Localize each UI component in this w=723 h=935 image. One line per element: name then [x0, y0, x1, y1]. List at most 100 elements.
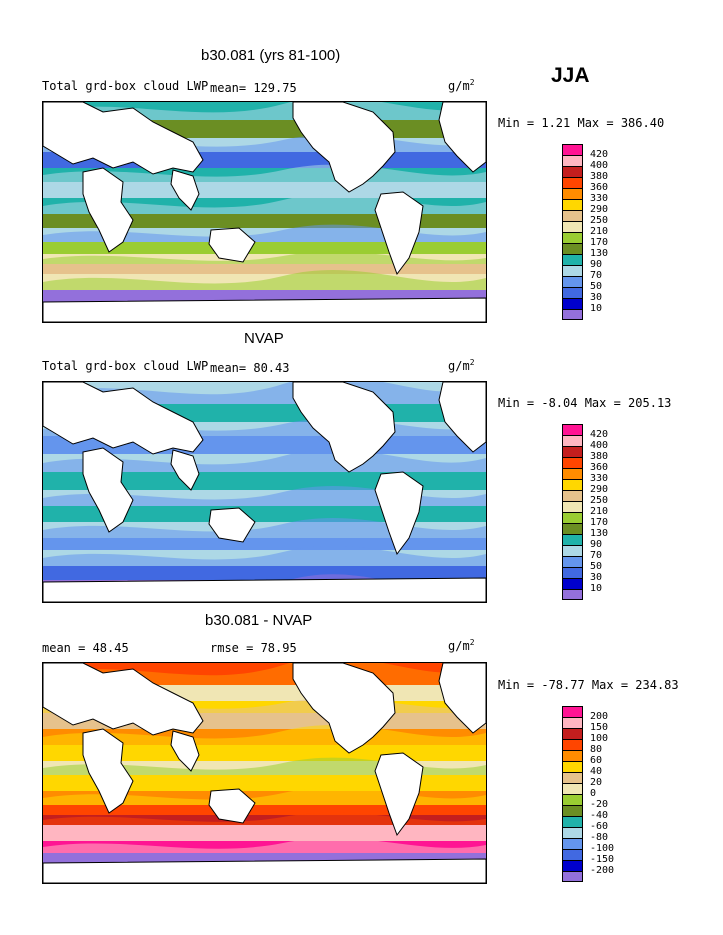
colorbar-level-label: 400: [590, 160, 609, 171]
colorbar-swatch: [562, 435, 583, 446]
colorbar-level-label: 130: [590, 248, 609, 259]
colorbar-swatch: [562, 860, 583, 871]
colorbar-swatch: [562, 221, 583, 232]
colorbar-swatch: [562, 534, 583, 545]
panel-2-colorbar: 420 400 380 360 330 290 250 210 170 130 90 70 50 30 10: [562, 424, 608, 600]
panel-3-minmax: Min = -78.77 Max = 234.83: [498, 678, 679, 692]
land-mass: [42, 381, 204, 455]
panel-1-label-left: Total grd-box cloud LWP: [42, 79, 209, 93]
map-wave: [43, 812, 486, 825]
colorbar-swatch: [562, 556, 583, 567]
colorbar-level-label: 200: [590, 711, 609, 722]
map-band: [43, 182, 486, 198]
map-band: [43, 506, 486, 522]
colorbar-swatch: [562, 706, 583, 717]
land-mass: [208, 788, 256, 824]
panel-1-map: [42, 97, 487, 323]
colorbar-level-label: -20: [590, 799, 609, 810]
colorbar-level-label: 130: [590, 528, 609, 539]
colorbar-level-label: 70: [590, 270, 603, 281]
colorbar-swatch: [562, 177, 583, 188]
colorbar-level-label: 210: [590, 226, 609, 237]
colorbar-level-label: 60: [590, 755, 603, 766]
colorbar-level-label: 360: [590, 462, 609, 473]
colorbar-level-label: 420: [590, 429, 609, 440]
colorbar-level-label: 90: [590, 259, 603, 270]
colorbar-swatch: [562, 805, 583, 816]
map-band: [43, 214, 486, 228]
colorbar-level-label: 100: [590, 733, 609, 744]
colorbar-swatch: [562, 254, 583, 265]
colorbar-level-label: -60: [590, 821, 609, 832]
colorbar-level-label: 400: [590, 440, 609, 451]
colorbar-swatch: [562, 578, 583, 589]
colorbar-level-label: -200: [590, 865, 615, 876]
colorbar-level-label: 330: [590, 193, 609, 204]
colorbar-swatch: [562, 479, 583, 490]
map-band: [43, 775, 486, 791]
panel-2-mean: mean= 80.43: [210, 361, 290, 375]
panel-3-map: [42, 657, 487, 884]
land-mass: [42, 101, 204, 175]
colorbar-level-label: 330: [590, 473, 609, 484]
colorbar-level-label: 290: [590, 204, 609, 215]
colorbar-level-label: 170: [590, 237, 609, 248]
panel-3-colorbar: 200 150 100 80 60 40 20 0 -20 -40 -60 -80 -100 -150 -2…: [562, 706, 614, 882]
colorbar-swatch: [562, 750, 583, 761]
colorbar-swatch: [562, 871, 583, 882]
colorbar-level-label: 380: [590, 171, 609, 182]
colorbar-swatch: [562, 490, 583, 501]
map-wave: [43, 787, 486, 805]
colorbar-swatch: [562, 816, 583, 827]
land-mass: [42, 858, 487, 884]
season-label: JJA: [551, 64, 590, 87]
map-wave: [43, 518, 486, 538]
colorbar-level-label: 80: [590, 744, 603, 755]
land-mass: [292, 662, 396, 754]
colorbar-level-label: 30: [590, 292, 603, 303]
panel-1-mean: mean= 129.75: [210, 81, 297, 95]
colorbar-level-label: 290: [590, 484, 609, 495]
map-wave: [43, 224, 486, 242]
map-band: [43, 264, 486, 274]
map-wave: [43, 270, 486, 290]
colorbar-swatch: [562, 232, 583, 243]
map-wave: [43, 838, 486, 853]
map-band: [43, 242, 486, 254]
colorbar-swatch: [562, 166, 583, 177]
colorbar-level-label: -40: [590, 810, 609, 821]
colorbar-swatch: [562, 144, 583, 155]
colorbar-swatch: [562, 717, 583, 728]
colorbar-swatch: [562, 243, 583, 254]
map-band: [43, 472, 486, 490]
panel-3-rmse: rmse = 78.95: [210, 641, 297, 655]
land-mass: [292, 101, 396, 193]
colorbar-swatch: [562, 210, 583, 221]
panel-3-map-svg: [42, 657, 487, 884]
colorbar-swatch: [562, 446, 583, 457]
land-mass: [42, 297, 487, 323]
panel-1-units: g/m2: [448, 78, 475, 93]
colorbar-swatch: [562, 589, 583, 600]
colorbar-level-label: 210: [590, 506, 609, 517]
colorbar-swatch: [562, 276, 583, 287]
colorbar-swatch: [562, 309, 583, 320]
colorbar-level-label: -150: [590, 854, 615, 865]
panel-1-colorbar: 420 400 380 360 330 290 250 210 170 130 90 70 50 30 10: [562, 144, 608, 320]
map-wave: [43, 546, 486, 566]
colorbar-swatch: [562, 298, 583, 309]
colorbar-swatch: [562, 199, 583, 210]
land-mass: [374, 471, 424, 556]
land-mass: [208, 227, 256, 263]
colorbar-swatch: [562, 739, 583, 750]
colorbar-level-label: 40: [590, 766, 603, 777]
panel-2-minmax: Min = -8.04 Max = 205.13: [498, 396, 672, 410]
map-wave: [43, 251, 486, 264]
panel-2-map-svg: [42, 376, 487, 603]
colorbar-swatch: [562, 501, 583, 512]
land-mass: [292, 381, 396, 473]
land-mass: [374, 752, 424, 837]
panel-1-minmax: Min = 1.21 Max = 386.40: [498, 116, 665, 130]
colorbar-swatch: [562, 728, 583, 739]
colorbar-level-label: 150: [590, 722, 609, 733]
